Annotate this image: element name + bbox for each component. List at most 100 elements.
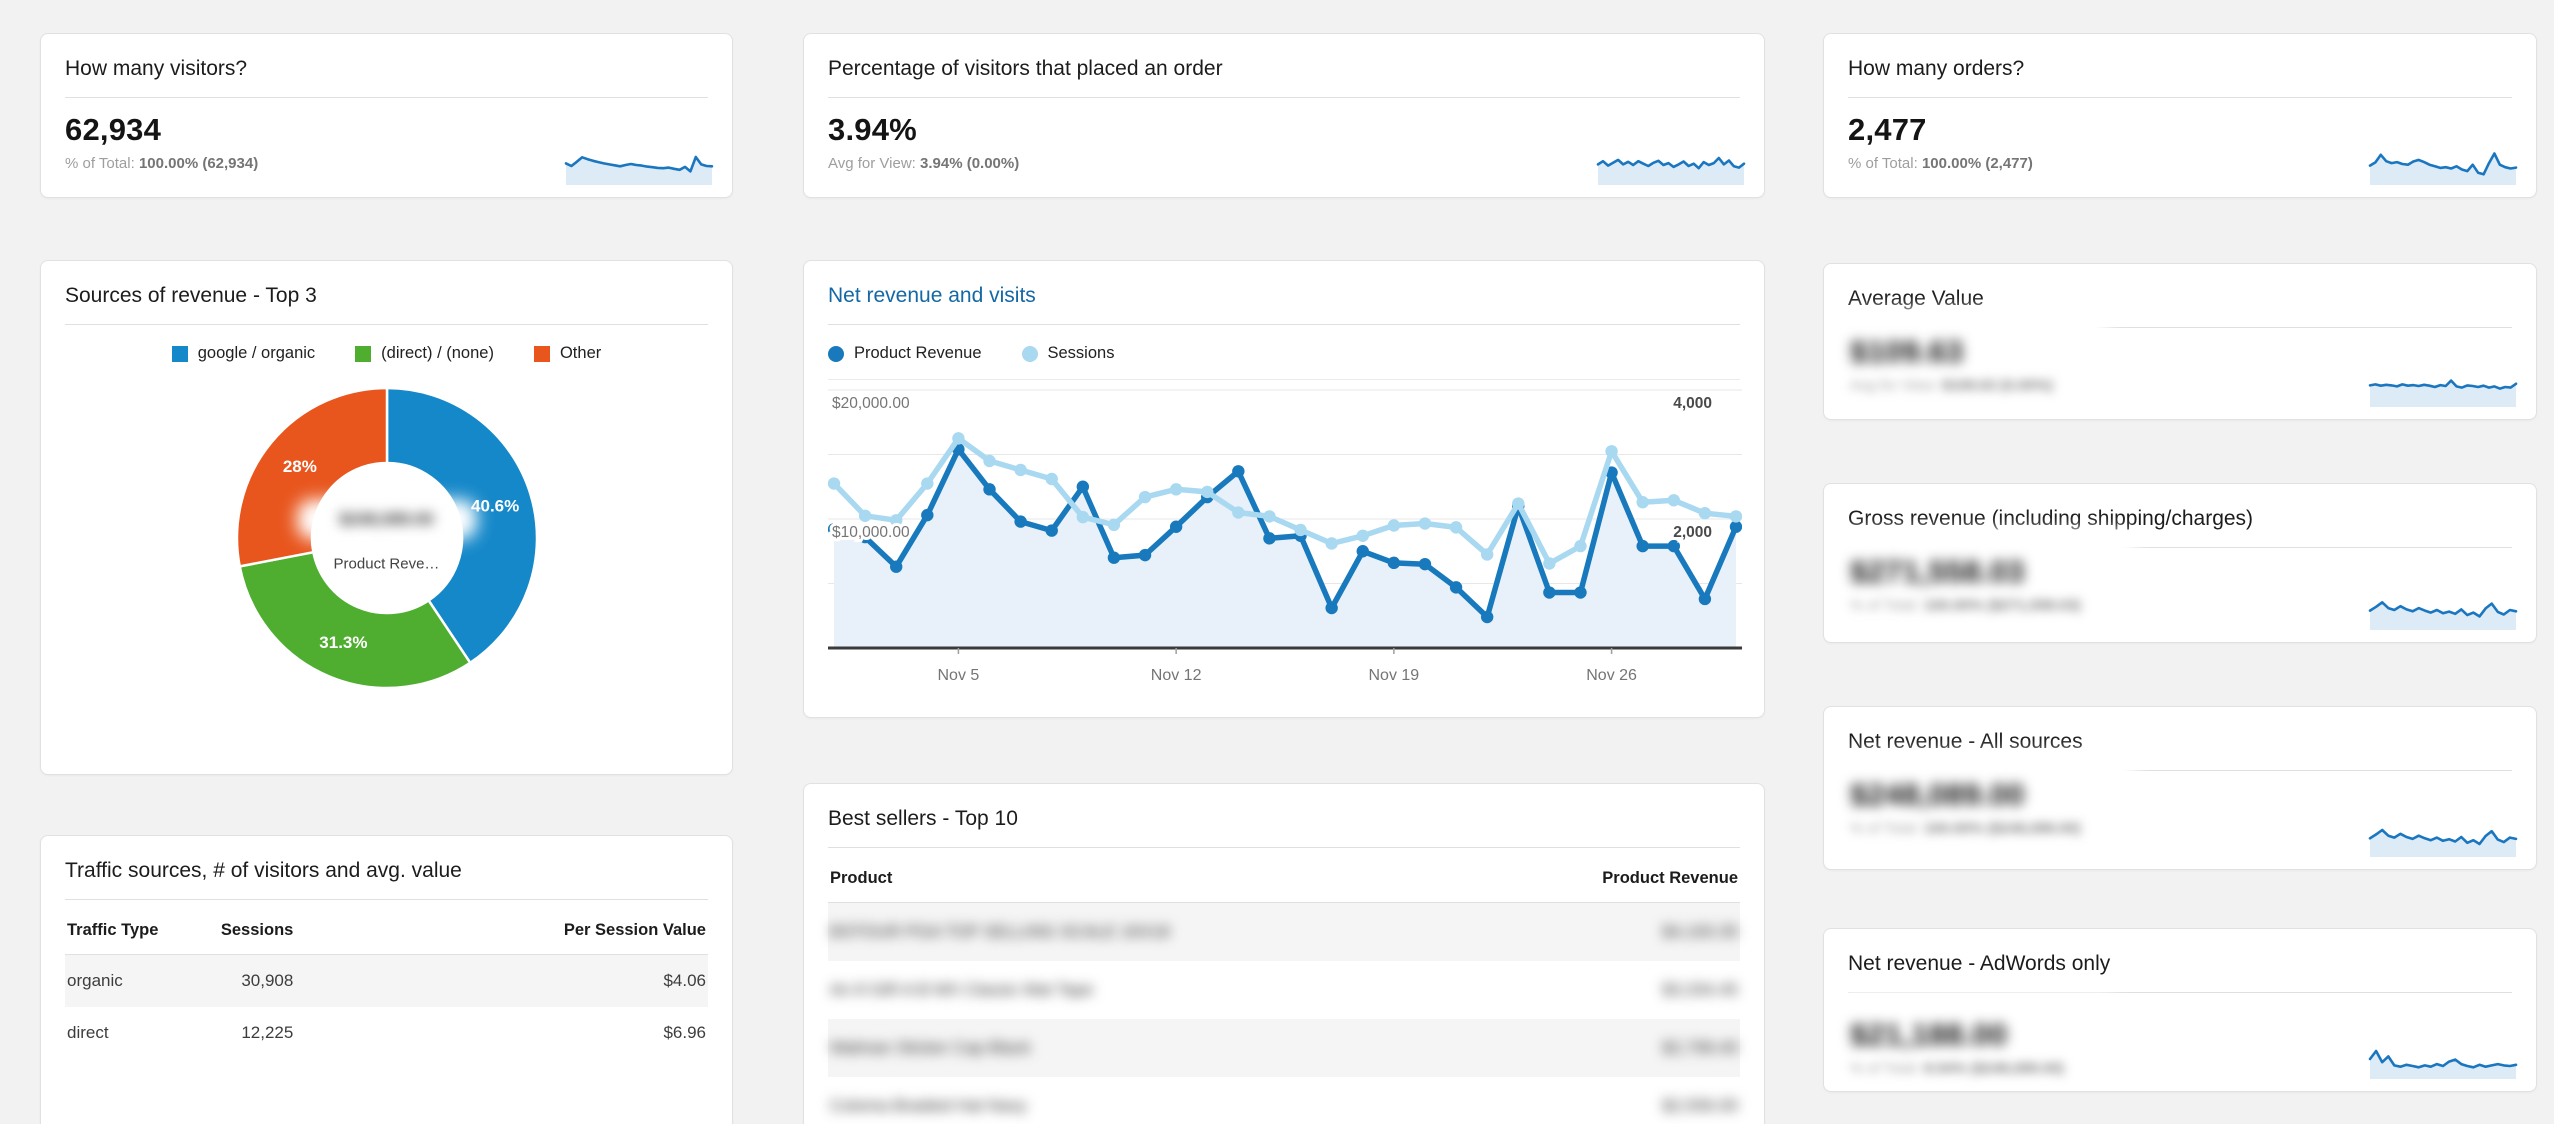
- table-cell: $4.06: [663, 971, 706, 990]
- card-net-revenue-all: Net revenue - All sources $248,089.00 % …: [1823, 706, 2537, 870]
- card-title: Traffic sources, # of visitors and avg. …: [65, 859, 462, 882]
- svg-text:Nov 12: Nov 12: [1151, 667, 1202, 684]
- table-row: BSTOUR PGA TOP SELLING SCALE 16X18 $4,193…: [828, 902, 1740, 961]
- card-title: Net revenue - All sources: [1848, 730, 2083, 753]
- metric-subtitle: Avg for View: 3.94% (0.00%): [828, 155, 1740, 172]
- legend-swatch-icon: [1021, 345, 1038, 362]
- metric-body: 2,477 % of Total: 100.00% (2,477): [1848, 112, 2512, 172]
- metric-sub-value: $109.63 (0.00%): [1942, 377, 2053, 394]
- svg-text:2,000: 2,000: [1673, 524, 1712, 541]
- divider: [828, 847, 1740, 848]
- timeline-title-link[interactable]: Net revenue and visits: [828, 284, 1036, 307]
- divider: [1848, 547, 2512, 548]
- table-cell: $6.96: [663, 1023, 706, 1042]
- card-net-revenue-adwords: Net revenue - AdWords only $21,188.00 % …: [1823, 928, 2537, 1092]
- card-visitors: How many visitors? 62,934 % of Total: 10…: [40, 33, 733, 198]
- metric-value-blurred: $271,558.03: [1850, 554, 2025, 589]
- card-gross-revenue: Gross revenue (including shipping/charge…: [1823, 483, 2537, 643]
- metric-subtitle-blurred: % of Total: 100.00% ($271,558.03): [1850, 597, 2081, 614]
- sparkline-chart: [2368, 152, 2518, 185]
- column-header: Sessions: [173, 906, 542, 955]
- sparkline-chart: [2368, 828, 2518, 857]
- metric-sub-value: 3.94% (0.00%): [920, 155, 1020, 172]
- legend-label: Other: [559, 344, 602, 362]
- table-row: organic 30,908 $4.06: [65, 954, 708, 1007]
- svg-text:$10,000.00: $10,000.00: [832, 524, 910, 541]
- sparkline-chart: [564, 155, 714, 185]
- legend-item[interactable]: Other: [533, 344, 602, 363]
- metric-sub-prefix: % of Total:: [1850, 1060, 1924, 1077]
- table-header-row: Product Product Revenue: [828, 854, 1740, 903]
- donut-center-value: $248,089.00: [306, 509, 467, 529]
- divider: [1848, 97, 2512, 98]
- timeline-chart: $20,000.00 $10,000.00 4,000 2,000 Nov 5 Nov 1…: [827, 389, 1743, 684]
- metric-value: 2,477: [1848, 112, 1927, 147]
- card-title: Sources of revenue - Top 3: [65, 284, 317, 307]
- donut-chart: 40.6% 31.3% 28% $248,089.00 Product Reve…: [232, 383, 542, 698]
- metric-value-blurred: $21,188.00: [1850, 1017, 2008, 1052]
- table-body: BSTOUR PGA TOP SELLING SCALE 16X18 $4,193…: [828, 902, 1740, 1124]
- sparkline-chart: [2368, 600, 2518, 630]
- svg-text:Nov 19: Nov 19: [1369, 667, 1420, 684]
- card-best-sellers: Best sellers - Top 10 Product Product Re…: [803, 783, 1765, 1124]
- table-cell: organic: [67, 971, 123, 990]
- metric-sub-prefix: Avg for View:: [828, 155, 920, 172]
- divider: [828, 379, 1740, 380]
- traffic-table: Traffic Type Sessions Per Session Value …: [65, 906, 708, 1059]
- metric-sub-prefix: % of Total:: [1850, 820, 1924, 837]
- svg-text:31.3%: 31.3%: [319, 633, 367, 652]
- metric-value-blurred: $248,089.00: [1850, 777, 2025, 812]
- svg-text:4,000: 4,000: [1673, 395, 1712, 412]
- svg-text:Nov 5: Nov 5: [938, 667, 980, 684]
- table-body: organic 30,908 $4.06 direct 12,225 $6.96: [65, 954, 708, 1060]
- legend-item[interactable]: google / organic: [171, 344, 315, 363]
- donut-center: $248,089.00 Product Reve…: [306, 509, 467, 572]
- timeline-legend: Product Revenue Sessions: [828, 344, 1740, 363]
- legend-label: (direct) / (none): [381, 344, 494, 362]
- legend-item[interactable]: Product Revenue: [828, 344, 982, 363]
- table-row: Walman Sticker Cap Black $2,799.40: [828, 1019, 1740, 1077]
- table-cell: $2,799.40: [1662, 1038, 1738, 1057]
- metric-body: 62,934 % of Total: 100.00% (62,934): [65, 112, 708, 172]
- legend-swatch-icon: [171, 345, 188, 362]
- metric-subtitle-blurred: % of Total: 8.54% ($248,089.00): [1850, 1060, 2064, 1077]
- column-header: Product: [828, 854, 1477, 903]
- metric-body: $248,089.00 % of Total: 100.00% ($248,08…: [1848, 767, 2123, 843]
- legend-swatch-icon: [533, 345, 550, 362]
- divider: [1848, 327, 2512, 328]
- column-middle: Percentage of visitors that placed an or…: [803, 0, 1765, 1124]
- metric-subtitle-blurred: Avg for View: $109.63 (0.00%): [1850, 377, 2053, 394]
- card-average-value: Average Value $109.63 Avg for View: $109…: [1823, 263, 2537, 420]
- divider: [65, 97, 708, 98]
- svg-text:40.6%: 40.6%: [471, 496, 519, 515]
- legend-item[interactable]: (direct) / (none): [355, 344, 494, 363]
- sparkline-chart: [2368, 1049, 2518, 1079]
- metric-sub-value: 100.00% (2,477): [1921, 155, 2033, 172]
- column-header: Product Revenue: [1476, 854, 1740, 903]
- svg-text:Nov 26: Nov 26: [1586, 667, 1637, 684]
- legend-label: Product Revenue: [854, 344, 982, 362]
- table-cell: 12,225: [241, 1023, 294, 1042]
- column-right: How many orders? 2,477 % of Total: 100.0…: [1823, 0, 2537, 1092]
- svg-text:$20,000.00: $20,000.00: [832, 395, 910, 412]
- table-cell: Walman Sticker Cap Black: [830, 1038, 1031, 1057]
- legend-swatch-icon: [828, 345, 844, 362]
- metric-sub-prefix: % of Total:: [1850, 597, 1924, 614]
- sparkline-chart: [2368, 379, 2518, 407]
- best-sellers-table: Product Product Revenue BSTOUR PGA TOP S…: [828, 854, 1740, 1124]
- legend-label: Sessions: [1047, 344, 1115, 362]
- metric-sub-prefix: % of Total:: [65, 155, 139, 172]
- metric-subtitle-blurred: % of Total: 100.00% ($248,089.00): [1850, 820, 2081, 837]
- divider: [65, 899, 708, 900]
- metric-sub-prefix: Avg for View:: [1850, 377, 1942, 394]
- sparkline-chart: [1596, 156, 1746, 185]
- legend-item[interactable]: Sessions: [1021, 344, 1115, 363]
- metric-value-blurred: $109.63: [1850, 334, 1964, 369]
- card-net-revenue-visits: Net revenue and visits Product Revenue Se…: [803, 260, 1765, 718]
- table-cell: $4,193.35: [1662, 922, 1738, 941]
- metric-body: $109.63 Avg for View: $109.63 (0.00%): [1848, 324, 2095, 400]
- metric-sub-value: 100.00% (62,934): [138, 155, 259, 172]
- donut-center-label: Product Reve…: [333, 555, 440, 572]
- card-title: Gross revenue (including shipping/charge…: [1848, 507, 2254, 530]
